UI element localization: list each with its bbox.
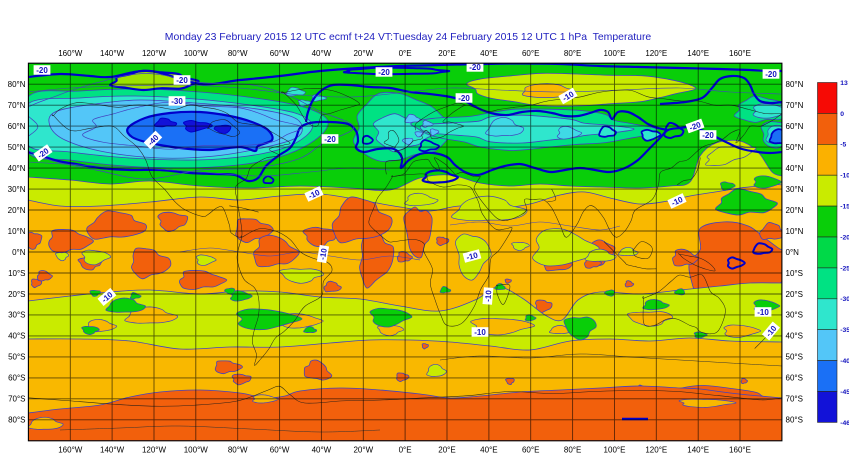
svg-text:50°N: 50°N [8,143,26,152]
svg-text:-20: -20 [840,234,849,241]
svg-text:70°S: 70°S [786,395,803,404]
svg-text:-10: -10 [757,308,769,317]
svg-text:120°W: 120°W [142,49,167,58]
svg-text:60°S: 60°S [8,374,25,383]
svg-text:60°W: 60°W [270,446,290,455]
svg-text:0°E: 0°E [399,49,412,58]
svg-text:70°N: 70°N [8,101,26,110]
svg-text:60°S: 60°S [786,374,803,383]
svg-text:60°N: 60°N [8,122,26,131]
svg-text:30°N: 30°N [8,185,26,194]
svg-text:140°E: 140°E [687,446,709,455]
svg-text:-20: -20 [378,68,390,77]
svg-text:-10: -10 [465,250,479,262]
svg-text:30°S: 30°S [8,311,25,320]
svg-text:80°W: 80°W [228,49,248,58]
svg-text:70°N: 70°N [786,101,804,110]
svg-text:-5: -5 [840,142,846,149]
svg-text:120°W: 120°W [142,446,167,455]
svg-text:-40: -40 [840,358,849,365]
svg-text:120°E: 120°E [645,446,667,455]
svg-text:-10: -10 [840,173,849,180]
svg-text:40°W: 40°W [312,49,332,58]
svg-text:40°W: 40°W [312,446,332,455]
svg-text:40°S: 40°S [8,332,25,341]
svg-text:10°N: 10°N [8,227,26,236]
svg-text:10°S: 10°S [786,269,803,278]
svg-text:80°S: 80°S [8,416,25,425]
svg-text:20°S: 20°S [8,290,25,299]
svg-text:30°N: 30°N [786,185,804,194]
svg-text:140°W: 140°W [100,49,125,58]
svg-text:80°W: 80°W [228,446,248,455]
svg-text:160°E: 160°E [729,49,751,58]
svg-text:40°E: 40°E [480,446,497,455]
svg-text:20°W: 20°W [353,446,373,455]
svg-text:-20: -20 [458,94,470,103]
svg-text:140°E: 140°E [687,49,709,58]
svg-text:60°E: 60°E [522,49,539,58]
svg-text:80°N: 80°N [786,80,804,89]
svg-text:60°E: 60°E [522,446,539,455]
svg-text:70°S: 70°S [8,395,25,404]
svg-text:0: 0 [840,111,844,118]
svg-text:-20: -20 [36,66,48,75]
svg-text:80°E: 80°E [564,49,581,58]
svg-text:30°S: 30°S [786,311,803,320]
svg-text:-10: -10 [318,247,329,260]
svg-text:100°W: 100°W [184,49,209,58]
svg-text:40°N: 40°N [786,164,804,173]
svg-text:13: 13 [840,80,848,87]
svg-text:-20: -20 [702,131,714,140]
svg-text:10°N: 10°N [786,227,804,236]
svg-text:80°S: 80°S [786,416,803,425]
svg-text:100°E: 100°E [604,49,626,58]
svg-text:100°W: 100°W [184,446,209,455]
svg-text:40°S: 40°S [786,332,803,341]
svg-text:-20: -20 [688,120,702,133]
svg-text:-46: -46 [840,420,849,427]
svg-text:40°E: 40°E [480,49,497,58]
svg-text:0°N: 0°N [12,248,26,257]
svg-text:-20: -20 [324,135,336,144]
svg-text:20°S: 20°S [786,290,803,299]
svg-text:-20: -20 [765,70,777,79]
svg-text:50°S: 50°S [8,353,25,362]
svg-text:160°W: 160°W [58,446,83,455]
svg-text:-20: -20 [176,76,188,85]
svg-text:-45: -45 [840,389,849,396]
svg-text:160°E: 160°E [729,446,751,455]
svg-text:-30: -30 [171,97,183,106]
svg-text:20°N: 20°N [8,206,26,215]
svg-text:-25: -25 [840,265,849,272]
svg-text:-10: -10 [483,289,493,302]
svg-text:0°E: 0°E [399,446,412,455]
svg-text:140°W: 140°W [100,446,125,455]
svg-text:Monday 23 February 2015 12 UTC: Monday 23 February 2015 12 UTC ecmf t+24… [165,32,652,43]
svg-text:80°N: 80°N [8,80,26,89]
svg-text:-30: -30 [840,296,849,303]
svg-text:-10: -10 [474,328,486,337]
svg-text:-35: -35 [840,327,849,334]
svg-text:40°N: 40°N [8,164,26,173]
svg-text:20°E: 20°E [438,446,455,455]
svg-text:50°N: 50°N [786,143,804,152]
svg-text:100°E: 100°E [604,446,626,455]
svg-text:60°W: 60°W [270,49,290,58]
svg-text:20°N: 20°N [786,206,804,215]
svg-text:160°W: 160°W [58,49,83,58]
svg-text:60°N: 60°N [786,122,804,131]
svg-text:20°E: 20°E [438,49,455,58]
svg-text:80°E: 80°E [564,446,581,455]
svg-text:20°W: 20°W [353,49,373,58]
svg-text:0°N: 0°N [786,248,800,257]
svg-text:50°S: 50°S [786,353,803,362]
svg-text:-15: -15 [840,204,849,211]
svg-text:-20: -20 [469,63,481,72]
svg-text:120°E: 120°E [645,49,667,58]
svg-text:10°S: 10°S [8,269,25,278]
